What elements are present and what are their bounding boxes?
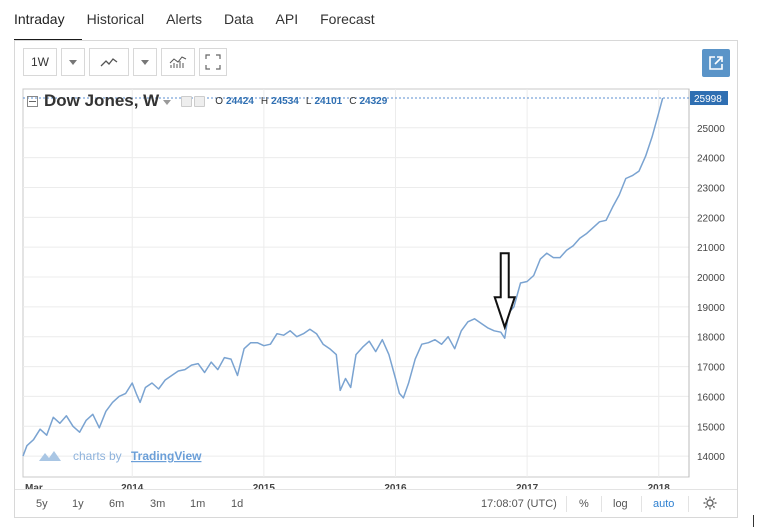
low-label: L: [305, 95, 312, 107]
tab-data[interactable]: Data: [223, 11, 254, 27]
tab-intraday[interactable]: Intraday: [14, 11, 65, 27]
x-tick-label: 2016: [384, 483, 407, 489]
tab-api[interactable]: API: [275, 11, 299, 27]
fullscreen-button[interactable]: [199, 48, 227, 76]
gear-icon[interactable]: [703, 496, 717, 510]
auto-scale-button[interactable]: auto: [653, 498, 675, 510]
tab-forecast[interactable]: Forecast: [320, 11, 375, 27]
x-tick-label: 2015: [253, 483, 276, 489]
watermark-brand: TradingView: [131, 449, 202, 463]
chevron-down-icon[interactable]: [163, 99, 172, 105]
y-tick-label: 14000: [697, 452, 725, 463]
y-tick-label: 17000: [697, 363, 725, 374]
collapse-legend-icon[interactable]: [27, 95, 38, 107]
close-value: 24329: [359, 95, 388, 107]
open-label: O: [215, 95, 224, 107]
visibility-icon[interactable]: [181, 95, 193, 107]
x-tick-label: 2018: [648, 483, 671, 489]
ohlc-values: O 24424 H 24534 L 24101 C 24329: [215, 96, 394, 107]
y-tick-label: 19000: [697, 303, 725, 314]
x-tick-label: 2014: [121, 483, 144, 489]
tab-historical[interactable]: Historical: [86, 11, 145, 27]
symbol-title[interactable]: Dow Jones, W: [44, 91, 160, 110]
range-1m[interactable]: 1m: [190, 498, 206, 510]
tradingview-logo-icon: [39, 451, 61, 461]
tab-bar: Intraday Historical Alerts Data API Fore…: [0, 0, 757, 40]
indicators-button[interactable]: [161, 48, 195, 76]
y-tick-label: 18000: [697, 333, 725, 344]
y-tick-label: 25000: [697, 124, 725, 135]
plot-area: [22, 88, 690, 478]
interval-dropdown[interactable]: [61, 48, 85, 76]
utc-clock: 17:08:07 (UTC): [481, 498, 557, 510]
watermark-prefix: charts by: [73, 449, 122, 463]
range-1y[interactable]: 1y: [72, 498, 84, 510]
y-tick-label: 23000: [697, 183, 725, 194]
x-tick-label: 2017: [516, 483, 539, 489]
close-label: C: [349, 95, 357, 107]
y-tick-label: 16000: [697, 392, 725, 403]
low-value: 24101: [314, 95, 343, 107]
y-tick-label: 24000: [697, 154, 725, 165]
annotation-arrow-icon: [493, 252, 517, 331]
divider: [641, 496, 642, 512]
price-chart[interactable]: Mar 2014 2015 2016 2017 2018 14000 15000 16000 17…: [15, 41, 737, 489]
chart-style-button[interactable]: [89, 48, 129, 76]
range-6m[interactable]: 6m: [109, 498, 125, 510]
range-3m[interactable]: 3m: [150, 498, 166, 510]
interval-label: 1W: [31, 55, 49, 69]
chart-legend: Dow Jones, W O 24424 H 24534 L 24101 C 24329: [27, 91, 394, 110]
chevron-down-icon: [141, 59, 149, 65]
popout-icon: [709, 56, 723, 70]
last-price-tag: [690, 91, 728, 106]
log-scale-button[interactable]: log: [613, 498, 628, 510]
y-tick-label: 15000: [697, 422, 725, 433]
chart-widget: 1W Mar 2014 2015 2016 2017 2018 14000 15000 1600…: [14, 40, 738, 518]
divider: [601, 496, 602, 512]
fullscreen-icon: [205, 54, 221, 70]
y-tick-label: 22000: [697, 213, 725, 224]
high-label: H: [260, 95, 269, 107]
chevron-down-icon: [69, 59, 77, 65]
y-tick-label: 20000: [697, 273, 725, 284]
series-line: [22, 97, 664, 457]
line-chart-icon: [100, 58, 118, 67]
interval-button[interactable]: 1W: [23, 48, 57, 76]
tab-alerts[interactable]: Alerts: [166, 11, 202, 27]
percent-scale-button[interactable]: %: [579, 498, 589, 510]
range-5y[interactable]: 5y: [36, 498, 48, 510]
text-cursor: [753, 515, 754, 527]
open-value: 24424: [226, 95, 254, 107]
divider: [688, 496, 689, 512]
popout-button[interactable]: [702, 49, 730, 77]
settings-icon[interactable]: [194, 95, 206, 107]
range-bar: 5y 1y 6m 3m 1m 1d 17:08:07 (UTC) % log a…: [15, 489, 737, 517]
indicators-icon: [169, 56, 187, 68]
divider: [566, 496, 567, 512]
high-value: 24534: [271, 95, 299, 107]
last-price-label: 25998: [694, 94, 722, 105]
chart-style-dropdown[interactable]: [133, 48, 157, 76]
x-tick-label: Mar: [25, 483, 43, 489]
y-tick-label: 21000: [697, 243, 725, 254]
range-1d[interactable]: 1d: [231, 498, 244, 510]
